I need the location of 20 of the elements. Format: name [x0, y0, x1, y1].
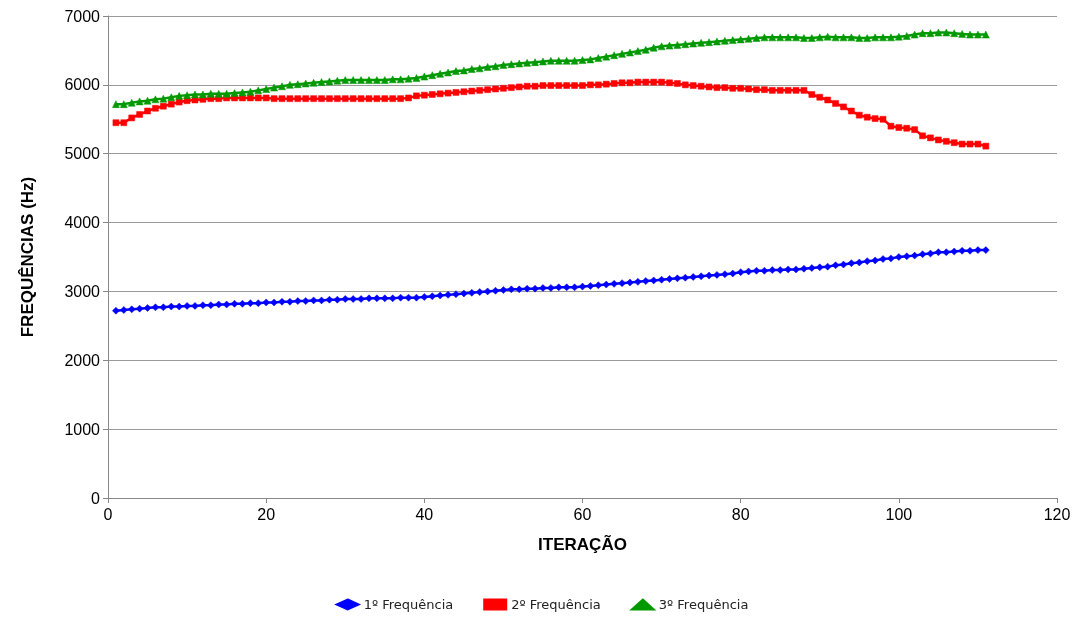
x-tick-label: 60 [573, 505, 592, 523]
y-tick-label: 7000 [64, 7, 101, 25]
legend-label: 2º Frequência [511, 597, 601, 612]
legend-label: 3º Frequência [658, 597, 749, 612]
x-tick-label: 100 [885, 505, 913, 523]
x-tick-label: 20 [257, 505, 276, 523]
x-axis-title: ITERAÇÃO [538, 534, 627, 554]
y-tick-label: 6000 [64, 76, 101, 94]
y-tick-label: 5000 [64, 145, 101, 163]
y-tick-label: 1000 [64, 420, 101, 438]
y-tick-label: 2000 [64, 351, 101, 369]
x-tick-label: 120 [1043, 505, 1071, 523]
y-tick-label: 4000 [64, 214, 101, 232]
y-axis-title: FREQUÊNCIAS (Hz) [18, 176, 37, 338]
y-tick-label: 3000 [64, 282, 101, 300]
x-tick-label: 0 [103, 505, 113, 523]
x-tick-label: 80 [731, 505, 750, 523]
x-tick-label: 40 [415, 505, 434, 523]
legend-label: 1º Frequência [363, 597, 454, 612]
y-tick-label: 0 [91, 489, 101, 507]
